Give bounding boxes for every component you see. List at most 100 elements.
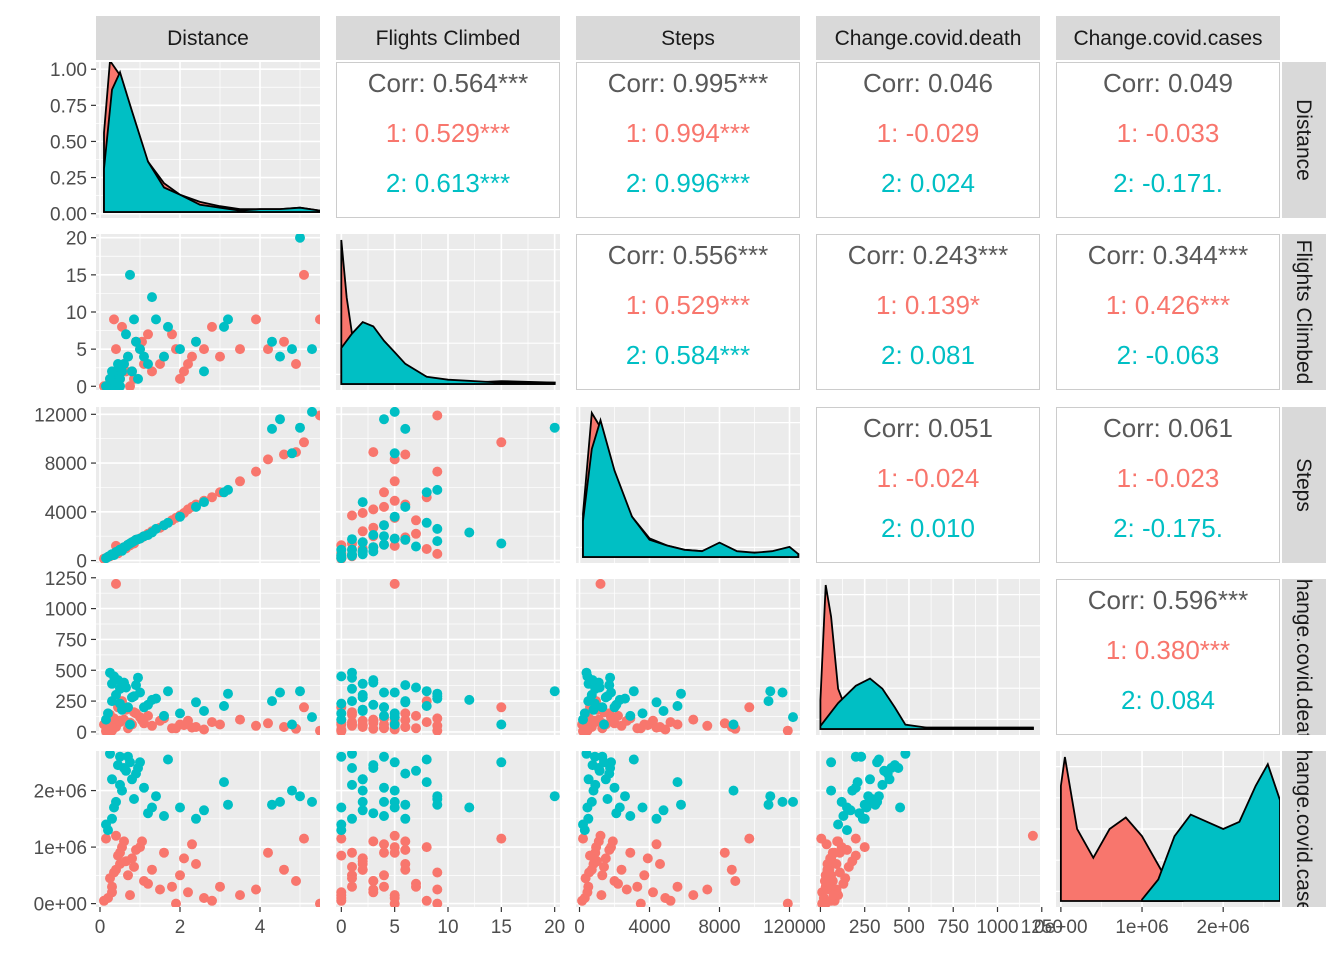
column-strip bbox=[1056, 16, 1280, 60]
scatter-point-group-2 bbox=[379, 531, 389, 542]
scatter-point-group-1 bbox=[315, 725, 320, 735]
y-tick-label: 0.50 bbox=[50, 132, 87, 153]
scatter-point-group-1 bbox=[129, 861, 139, 872]
density-group-2 bbox=[340, 321, 556, 385]
scatter-point-group-1 bbox=[299, 437, 309, 448]
scatter-point-group-1 bbox=[263, 454, 273, 465]
scatter-point-group-1 bbox=[822, 864, 833, 875]
scatter-point-group-1 bbox=[379, 501, 389, 512]
scatter-point-group-2 bbox=[893, 763, 904, 773]
scatter-point-group-1 bbox=[336, 890, 347, 901]
y-tick-label: 0e+00 bbox=[34, 895, 87, 916]
correlation-label: 1: -0.024 bbox=[877, 463, 980, 493]
scatter-point-group-2 bbox=[121, 329, 131, 340]
scatter-point-group-1 bbox=[347, 873, 357, 884]
y-tick-label: 250 bbox=[55, 692, 87, 713]
scatter-point-group-2 bbox=[175, 344, 185, 355]
scatter-point-group-2 bbox=[159, 520, 169, 531]
scatter-point-group-1 bbox=[648, 887, 658, 898]
scatter-point-group-2 bbox=[496, 719, 507, 730]
x-tick-label: 500 bbox=[893, 917, 925, 938]
row-strip-label: Distance bbox=[1292, 99, 1315, 181]
scatter-point-group-1 bbox=[368, 504, 379, 515]
scatter-point-group-1 bbox=[819, 876, 830, 886]
scatter-point-group-2 bbox=[588, 785, 599, 796]
scatter-point-group-1 bbox=[595, 830, 606, 841]
scatter-point-group-2 bbox=[219, 487, 229, 498]
scatter-point-group-2 bbox=[163, 754, 173, 765]
scatter-point-group-2 bbox=[763, 799, 774, 810]
scatter-point-group-1 bbox=[147, 864, 157, 875]
scatter-point-group-2 bbox=[549, 422, 560, 433]
correlation-label: 2: 0.010 bbox=[881, 513, 975, 543]
correlation-panel bbox=[816, 407, 1040, 563]
scatter-point-group-2 bbox=[597, 702, 608, 713]
scatter-point-group-1 bbox=[357, 508, 368, 518]
scatter-point-group-1 bbox=[143, 329, 153, 340]
scatter-point-group-1 bbox=[357, 526, 368, 537]
scatter-point-group-1 bbox=[191, 859, 201, 869]
scatter-point-group-1 bbox=[107, 887, 117, 898]
column-strip-label: Distance bbox=[167, 27, 249, 50]
correlation-panel bbox=[576, 234, 800, 390]
scatter-point-group-2 bbox=[336, 802, 347, 813]
scatter-point-group-2 bbox=[826, 757, 837, 768]
scatter-point-group-1 bbox=[175, 373, 185, 384]
scatter-point-group-1 bbox=[607, 836, 618, 847]
scatter-point-group-1 bbox=[215, 881, 225, 892]
scatter-point-group-2 bbox=[307, 407, 317, 417]
scatter-point-group-2 bbox=[139, 782, 149, 793]
scatter-point-group-1 bbox=[347, 847, 357, 858]
scatter-point-group-2 bbox=[347, 672, 357, 683]
scatter-point-group-1 bbox=[400, 715, 411, 726]
scatter-point-group-2 bbox=[139, 702, 149, 713]
x-tick-label: 2e+06 bbox=[1197, 917, 1250, 938]
scatter-point-group-1 bbox=[357, 853, 368, 864]
scatter-point-group-2 bbox=[464, 527, 475, 538]
scatter-point-group-1 bbox=[621, 884, 632, 895]
scatter-point-group-2 bbox=[368, 808, 379, 819]
scatter-point-group-1 bbox=[651, 839, 662, 850]
scatter-point-group-2 bbox=[614, 802, 625, 813]
x-tick-label: 10 bbox=[437, 917, 458, 938]
scatter-point-group-2 bbox=[389, 448, 400, 459]
scatter-point-group-2 bbox=[788, 796, 798, 807]
scatter-point-group-2 bbox=[117, 785, 127, 796]
scatter-point-group-1 bbox=[379, 847, 389, 858]
scatter-point-group-2 bbox=[777, 687, 788, 698]
scatter-point-group-1 bbox=[155, 884, 165, 895]
scatter-point-group-1 bbox=[411, 515, 421, 526]
correlation-label: Corr: 0.995*** bbox=[608, 68, 768, 98]
scatter-point-group-1 bbox=[389, 890, 400, 901]
scatter-point-group-1 bbox=[828, 890, 839, 901]
y-tick-label: 20 bbox=[66, 229, 87, 250]
scatter-point-group-1 bbox=[400, 844, 411, 855]
scatter-point-group-1 bbox=[389, 495, 400, 506]
scatter-point-group-1 bbox=[825, 853, 836, 864]
column-strip-label: Change.covid.cases bbox=[1073, 27, 1262, 50]
scatter-point-group-2 bbox=[336, 751, 347, 762]
scatter-point-group-1 bbox=[744, 833, 755, 844]
scatter-point-group-2 bbox=[159, 351, 169, 362]
scatter-point-group-2 bbox=[123, 351, 133, 362]
scatter-point-group-1 bbox=[596, 890, 607, 901]
scatter-point-group-2 bbox=[219, 321, 229, 332]
scatter-point-group-1 bbox=[660, 724, 671, 735]
x-tick-label: 4 bbox=[255, 917, 266, 938]
scatter-point-group-1 bbox=[421, 895, 432, 906]
scatter-point-group-1 bbox=[109, 314, 119, 325]
scatter-point-group-2 bbox=[107, 774, 117, 785]
scatter-point-group-2 bbox=[117, 366, 127, 377]
scatter-point-group-2 bbox=[676, 688, 686, 699]
scatter-point-group-1 bbox=[665, 895, 676, 906]
y-tick-label: 1250 bbox=[45, 569, 87, 590]
scatter-point-group-2 bbox=[125, 269, 135, 280]
scatter-point-group-1 bbox=[279, 722, 289, 732]
scatter-point-group-1 bbox=[592, 856, 602, 867]
scatter-point-group-2 bbox=[628, 686, 639, 697]
scatter-point-group-2 bbox=[357, 537, 368, 548]
scatter-point-group-2 bbox=[357, 678, 368, 689]
scatter-point-group-2 bbox=[163, 321, 173, 332]
scatter-point-group-1 bbox=[688, 890, 699, 901]
